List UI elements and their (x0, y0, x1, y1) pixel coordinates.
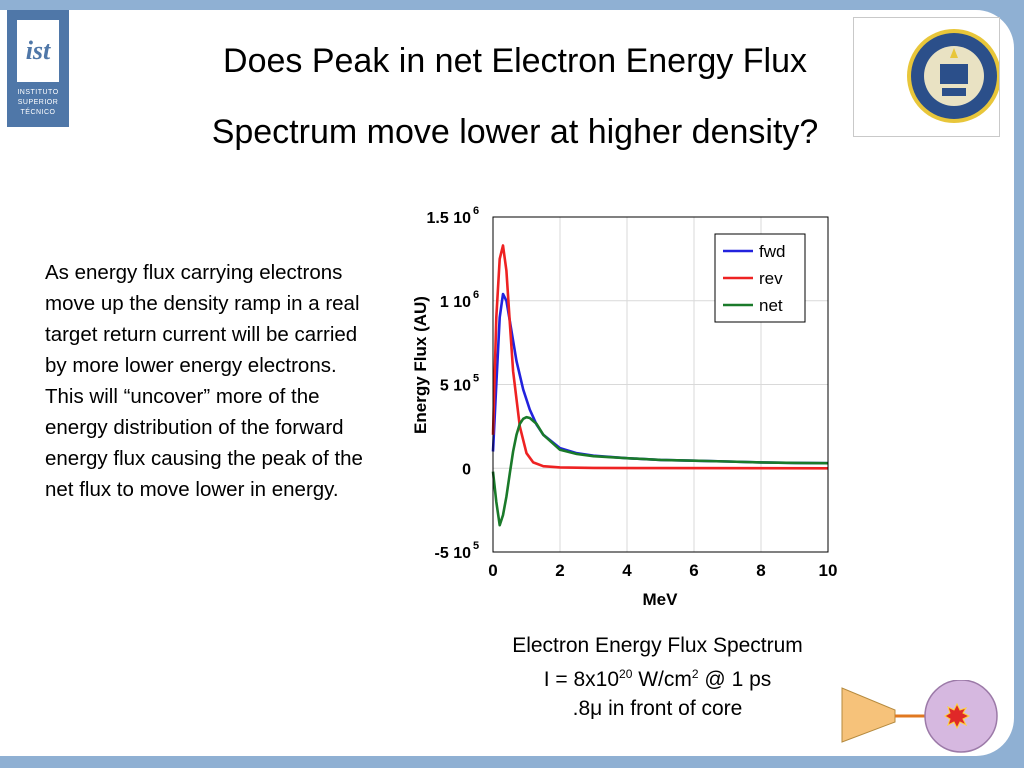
y-tick-label: 5 10 (440, 378, 471, 395)
chart-legend: fwd rev net (714, 233, 806, 323)
y-tick-exponent: 5 (473, 540, 479, 552)
y-tick-label: 1 10 (440, 294, 471, 311)
series-line-net (491, 415, 829, 527)
energy-flux-chart: 0 2 4 6 8 10 1.5 10 61 10 65 10 50-5 10 5 MeV Ene… (411, 205, 837, 609)
x-tick-label: 4 (622, 561, 632, 580)
explanation-paragraph: As energy flux carrying electrons move u… (45, 261, 363, 501)
x-tick-label: 8 (756, 561, 765, 580)
slide-title-line-2: Spectrum move lower at higher density? (211, 113, 819, 151)
legend-label-rev: rev (759, 269, 783, 288)
y-axis-label: Energy Flux (AU) (411, 296, 430, 434)
burst-icon (944, 702, 971, 730)
laser-cone-icon (841, 687, 896, 743)
x-tick-label: 2 (555, 561, 564, 580)
legend-label-fwd: fwd (759, 242, 785, 261)
y-tick-exponent: 5 (473, 373, 479, 385)
y-tick-exponent: 6 (473, 205, 479, 217)
x-tick-label: 0 (488, 561, 497, 580)
ist-logo: ist INSTITUTO SUPERIOR TÉCNICO (7, 10, 69, 127)
slide-title-line-1: Does Peak in net Electron Energy Flux (223, 42, 807, 80)
plot-frame (492, 216, 829, 553)
caption-line-1: Electron Energy Flux Spectrum (512, 634, 803, 657)
uc-seal-frame (853, 17, 1001, 137)
ist-logo-mark: ist (17, 20, 59, 82)
caption-line-2: I = 8x1020 W/cm2 @ 1 ps (543, 667, 772, 691)
uc-seal-logo (907, 29, 1001, 123)
laser-target-illustration (841, 680, 998, 753)
ist-logo-text: INSTITUTO SUPERIOR TÉCNICO (17, 89, 59, 116)
x-tick-label: 6 (689, 561, 698, 580)
y-tick-label: -5 10 (435, 545, 472, 562)
legend-label-net: net (759, 296, 783, 315)
caption-line-3: .8μ in front of core (572, 697, 743, 720)
y-tick-label: 0 (462, 461, 471, 478)
y-tick-label: 1.5 10 (427, 210, 472, 227)
x-axis: 0 2 4 6 8 10 (488, 561, 837, 580)
legend-box (714, 233, 806, 323)
y-tick-exponent: 6 (473, 289, 479, 301)
x-axis-label: MeV (643, 590, 679, 609)
x-tick-label: 10 (819, 561, 838, 580)
chart-caption: Electron Energy Flux Spectrum I = 8x1020… (460, 631, 855, 723)
chart-series (491, 244, 829, 527)
y-axis: 1.5 10 61 10 65 10 50-5 10 5 (427, 205, 480, 562)
